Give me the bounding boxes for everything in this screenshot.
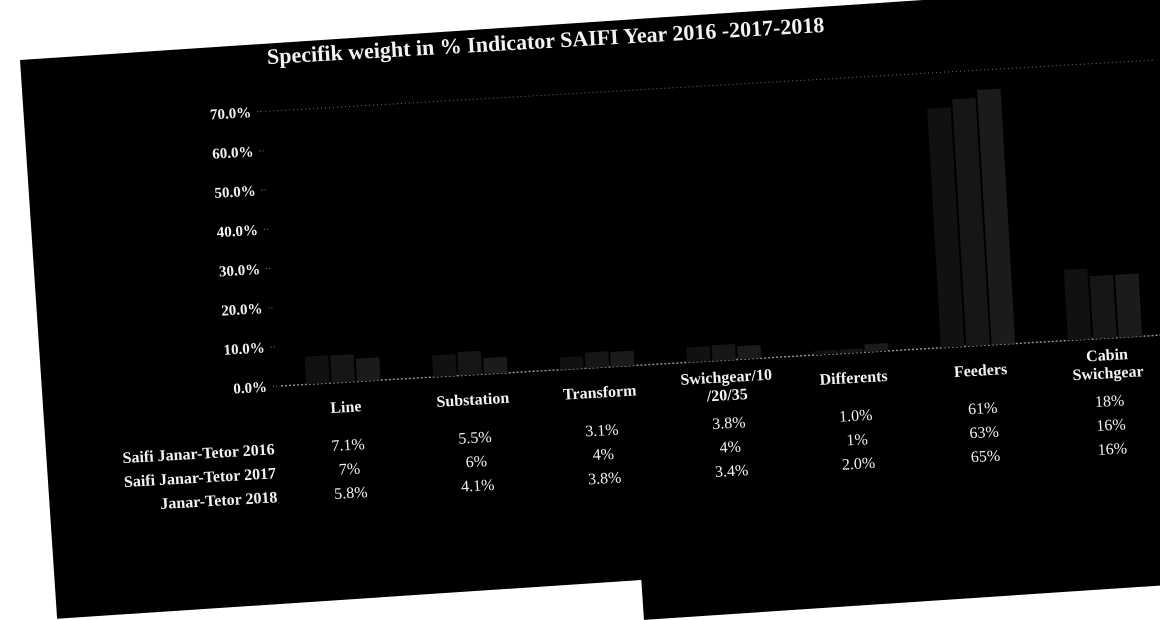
bars — [292, 81, 1142, 384]
table-cell: 5.5% — [458, 429, 492, 448]
table-cell: 16% — [1097, 440, 1127, 459]
y-tick-label: 20.0% — [221, 301, 263, 319]
category-label: Swichgear/10/20/35 — [680, 367, 773, 407]
table-cell: 2.0% — [841, 455, 875, 474]
category-label-line: Cabin — [1086, 346, 1129, 365]
y-tick-label: 70.0% — [210, 105, 252, 123]
chart-title: Specifik weight in % Indicator SAIFI Yea… — [266, 12, 825, 69]
table-cell: 1.0% — [839, 407, 873, 426]
bar — [560, 356, 584, 370]
table-cell: 4% — [719, 439, 741, 457]
table-cell: 7.1% — [331, 436, 365, 455]
table-series-name: Janar-Tetor 2018 — [160, 489, 278, 513]
table-cell: 7% — [338, 460, 360, 478]
bar — [356, 357, 381, 381]
table-cell: 4% — [592, 446, 614, 464]
category-label: Feeders — [953, 361, 1007, 381]
table-cell: 65% — [970, 448, 1000, 467]
table-cell: 61% — [968, 400, 998, 419]
table-cell: 4.1% — [461, 477, 495, 496]
bar — [585, 351, 609, 368]
y-tick-label: 50.0% — [214, 184, 256, 202]
table-series-name: Saifi Janar-Tetor 2017 — [123, 465, 276, 491]
bar — [712, 344, 736, 361]
bar — [483, 357, 507, 374]
bar — [1064, 269, 1091, 341]
table-cell: 3.1% — [585, 422, 619, 441]
y-tick-label: 40.0% — [216, 223, 258, 241]
axes: 0.0% 10.0% 20.0% 30.0% 40.0% 50.0% 60.0% 70.0% — [210, 53, 1160, 398]
category-label-line: Swichgear/10 — [680, 367, 772, 389]
bar — [737, 345, 761, 360]
y-tick-label: 0.0% — [233, 380, 268, 398]
category-label-line: /20/35 — [705, 386, 748, 405]
table-cell: 16% — [1096, 416, 1126, 435]
bar — [864, 343, 888, 352]
y-tick-label: 10.0% — [223, 340, 265, 358]
category-label: Line — [330, 398, 362, 417]
category-label: Transform — [563, 382, 638, 403]
bar — [839, 348, 863, 353]
bar — [1115, 273, 1142, 337]
table-cell: 3.4% — [715, 462, 749, 481]
top-boundary — [265, 60, 1154, 111]
table-cell: 6% — [465, 453, 487, 471]
table-cell: 3.8% — [712, 414, 746, 433]
table-cell: 1% — [846, 431, 868, 449]
bar — [432, 354, 457, 377]
bar — [1090, 275, 1117, 339]
table-cell: 18% — [1095, 392, 1125, 411]
table-series-name: Saifi Janar-Tetor 2016 — [122, 441, 275, 467]
table-cell: 63% — [969, 424, 999, 443]
bar — [457, 351, 482, 376]
y-tick-label: 60.0% — [212, 144, 254, 162]
category-label: Differents — [819, 368, 888, 389]
category-label: CabinSwichgear — [1071, 345, 1144, 384]
chart-area: Specifik weight in % Indicator SAIFI Yea… — [60, 0, 1160, 527]
category-label: Substation — [436, 390, 510, 411]
bar — [686, 346, 710, 362]
bar — [610, 351, 634, 367]
chart-svg: Specifik weight in % Indicator SAIFI Yea… — [60, 0, 1160, 527]
bar — [330, 354, 355, 383]
scan-canvas: Specifik weight in % Indicator SAIFI Yea… — [0, 0, 1160, 596]
bar — [305, 355, 330, 384]
table-cell: 5.8% — [334, 484, 368, 503]
table-cell: 3.8% — [588, 469, 622, 488]
y-tick-label: 30.0% — [219, 262, 261, 280]
category-label-line: Swichgear — [1072, 363, 1144, 384]
